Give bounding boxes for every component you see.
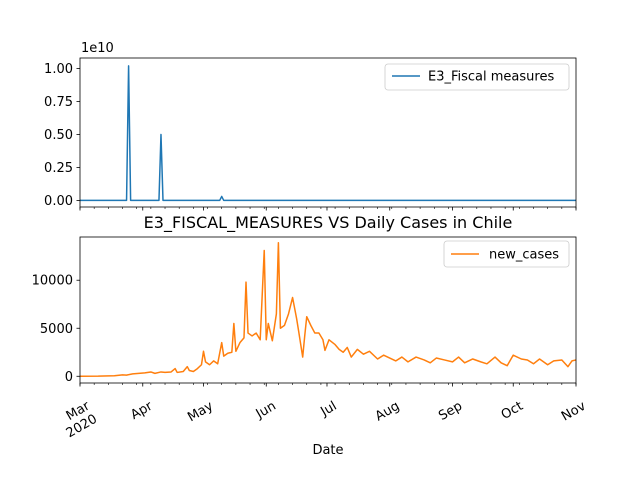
top-legend-label: E3_Fiscal measures [428,70,554,85]
top-x-ticks [79,207,577,211]
top-y-tick-label: 0.50 [44,128,73,143]
top-y-tick-label: 0.25 [44,161,73,176]
top-axes-frame [79,57,577,208]
top-legend: E3_Fiscal measures [384,63,570,91]
bottom-chart-title: E3_FISCAL_MEASURES VS Daily Cases in Chi… [144,213,513,233]
top-plot: 0.00 0.25 0.50 0.75 1.00 1e10 E3_Fiscal meas… [44,41,577,211]
top-y-tick-label: 0.75 [44,95,73,110]
top-y-scale-label: 1e10 [81,41,114,56]
bottom-x-axis-label: Date [312,443,343,458]
bottom-series-layer [79,242,577,378]
top-y-tick-label: 0.00 [44,194,73,209]
bottom-plot: E3_FISCAL_MEASURES VS Daily Cases in Chi… [32,213,589,458]
bottom-legend-label: new_cases [489,248,559,263]
bottom-legend-box [443,240,570,268]
top-y-tick-label: 1.00 [44,62,73,77]
bottom-legend: new_cases [443,240,570,268]
bottom-y-tick-label: 0 [65,370,73,385]
bottom-x-tick-label: Jul [318,399,340,420]
bottom-axes-frame [79,236,577,384]
top-series-layer [80,65,576,202]
top-series-line-0 [80,65,576,202]
bottom-y-tick-label: 5000 [40,322,73,337]
bottom-series-line-0 [79,242,577,378]
top-legend-box [384,63,570,91]
bottom-y-ticks: 0 5000 10000 [32,274,80,385]
top-y-ticks: 0.00 0.25 0.50 0.75 1.00 [44,62,80,209]
bottom-y-tick-label: 10000 [32,274,73,289]
